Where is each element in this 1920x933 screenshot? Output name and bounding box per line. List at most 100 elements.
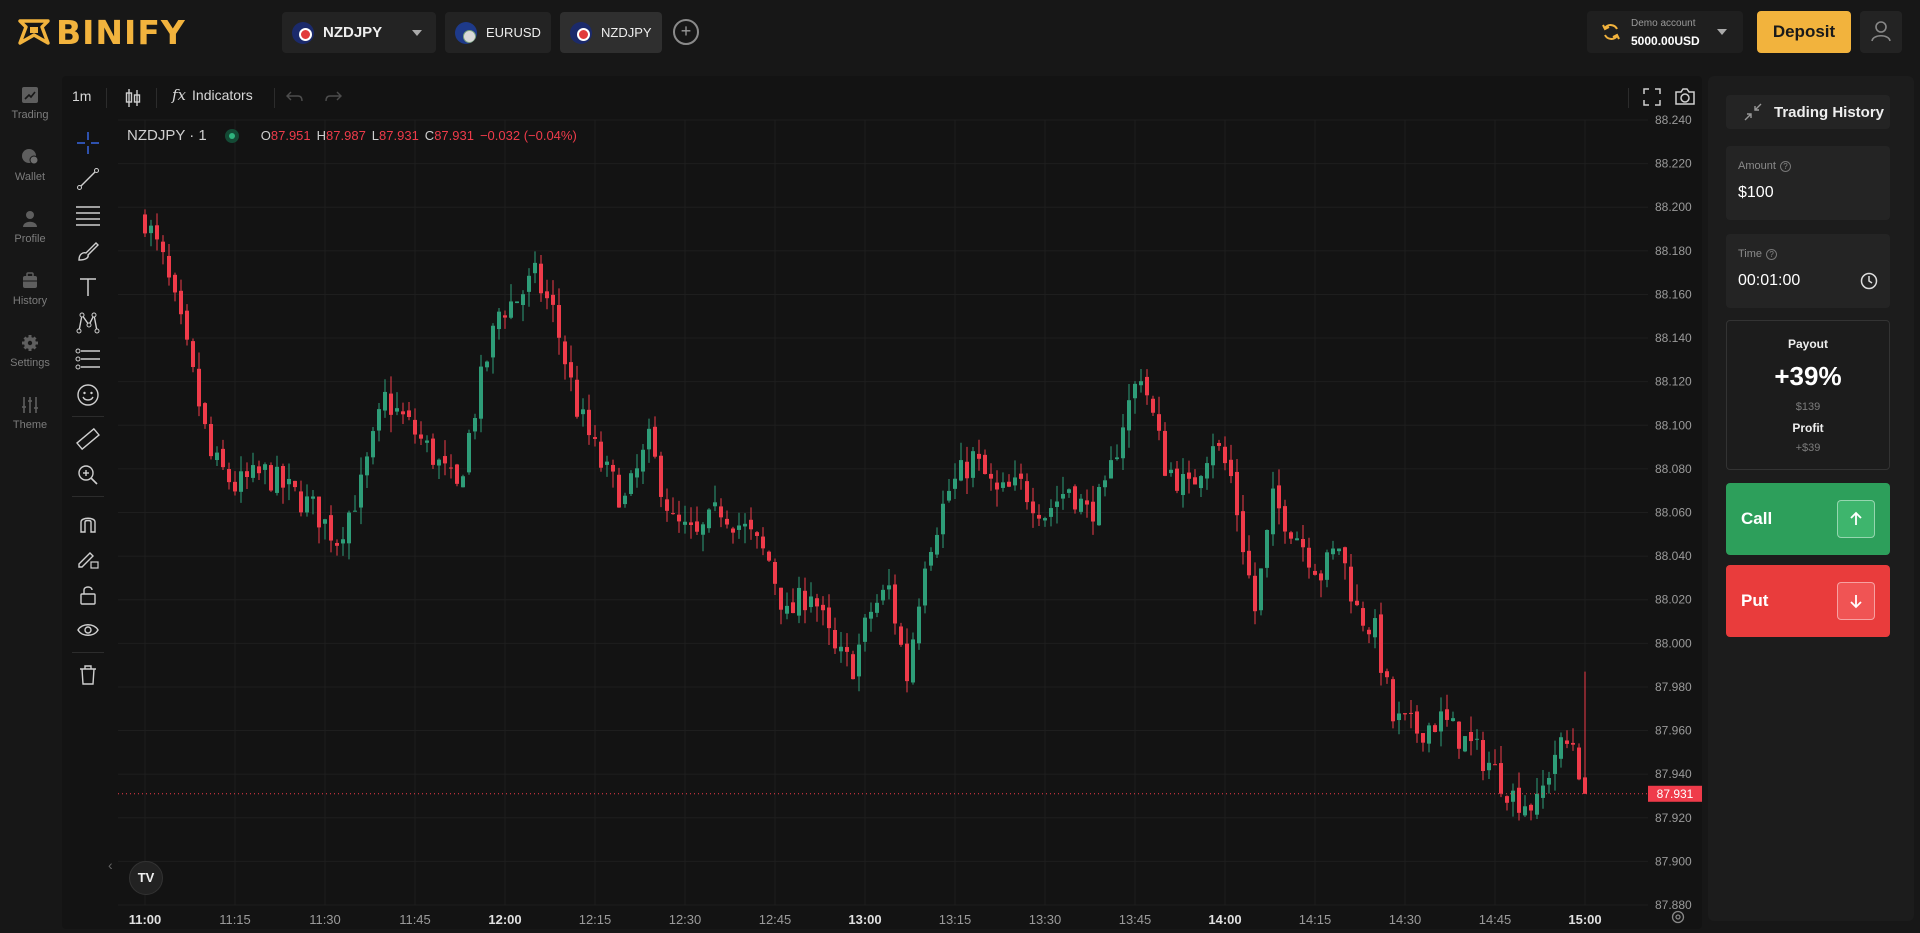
icon-tool[interactable]	[68, 380, 108, 410]
stay-in-drawing-tool[interactable]	[68, 544, 108, 574]
price-tick-label: 88.000	[1655, 636, 1692, 650]
clock-icon[interactable]	[1860, 272, 1878, 290]
asset-tab-eurusd[interactable]: EURUSD	[445, 12, 551, 53]
brush-tool[interactable]	[68, 236, 108, 266]
refresh-icon[interactable]	[1601, 22, 1621, 42]
candle-up	[911, 639, 915, 683]
put-button[interactable]: Put	[1726, 565, 1890, 637]
candle-up	[857, 644, 861, 677]
candle-down	[1145, 376, 1149, 396]
candle-down	[179, 290, 183, 315]
zoom-tool[interactable]	[68, 460, 108, 490]
time-tick-label: 11:15	[219, 912, 251, 927]
remove-drawings-tool[interactable]	[68, 660, 108, 690]
brand-logo[interactable]: BINIFY	[18, 12, 186, 52]
nz-flag-icon	[292, 21, 314, 44]
candle-up	[839, 646, 843, 652]
fullscreen-icon[interactable]	[1643, 88, 1661, 106]
candle-up	[581, 409, 585, 415]
crosshair-tool[interactable]	[68, 128, 108, 158]
timeframe-button[interactable]: 1m	[72, 88, 92, 104]
camera-icon[interactable]	[1674, 86, 1696, 106]
sidebar-item-wallet[interactable]: Wallet	[0, 148, 60, 200]
candle-down	[431, 438, 435, 465]
candle-down	[1019, 473, 1023, 479]
candle-down	[1445, 709, 1449, 720]
magnet-tool[interactable]	[68, 508, 108, 538]
user-menu-button[interactable]	[1860, 11, 1902, 53]
sidebar-item-theme[interactable]: Theme	[0, 396, 60, 448]
zoom-in-icon	[78, 465, 98, 485]
amount-value[interactable]: $100	[1738, 184, 1774, 201]
redo-icon[interactable]	[324, 88, 342, 104]
candle-up	[479, 366, 483, 419]
candle-down	[407, 410, 411, 417]
candle-down	[725, 518, 729, 525]
amount-label: Amount	[1738, 160, 1776, 172]
candle-down	[665, 499, 669, 511]
candle-up	[1259, 568, 1263, 611]
price-tick-label: 87.940	[1655, 767, 1692, 781]
candle-down	[389, 393, 393, 415]
candle-up	[1097, 487, 1101, 526]
trading-history-button[interactable]: Trading History	[1726, 95, 1890, 129]
account-selector[interactable]: Demo account 5000.00USD	[1587, 11, 1743, 53]
time-tick-label: 13:00	[848, 912, 881, 927]
candlestick-icon[interactable]	[124, 88, 142, 108]
price-tick-label: 87.960	[1655, 724, 1692, 738]
help-icon[interactable]: ?	[1766, 248, 1778, 260]
text-tool[interactable]	[68, 272, 108, 302]
time-field[interactable]: Time? 00:01:00	[1726, 234, 1890, 308]
tradingview-logo[interactable]: TV	[129, 861, 163, 895]
sidebar-item-settings[interactable]: Settings	[0, 334, 60, 386]
sidebar-item-history[interactable]: History	[0, 272, 60, 324]
lock-drawings-tool[interactable]	[68, 580, 108, 610]
candle-down	[1085, 500, 1089, 505]
fib-tool[interactable]	[68, 200, 108, 230]
chart-settings-icon[interactable]	[1670, 909, 1686, 925]
candle-down	[1433, 725, 1437, 732]
sidebar-item-trading[interactable]: Trading	[0, 86, 60, 138]
collapse-toolbar-button[interactable]: ‹	[108, 857, 113, 873]
prediction-tool[interactable]	[68, 344, 108, 374]
candle-up	[641, 449, 645, 472]
price-tick-label: 87.980	[1655, 680, 1692, 694]
candle-down	[851, 654, 855, 680]
undo-icon[interactable]	[286, 88, 304, 104]
amount-field[interactable]: Amount? $100	[1726, 146, 1890, 220]
change-value: −0.032 (−0.04%)	[479, 128, 577, 143]
indicators-button[interactable]: fx Indicators	[172, 86, 253, 104]
candle-down	[299, 491, 303, 513]
pattern-tool[interactable]	[68, 308, 108, 338]
candle-down	[1175, 468, 1179, 491]
deposit-button[interactable]: Deposit	[1757, 11, 1851, 53]
candle-up	[383, 391, 387, 411]
asset-tab-nzdjpy-active[interactable]: NZDJPY	[282, 12, 436, 53]
sidebar-item-profile[interactable]: Profile	[0, 210, 60, 262]
candle-up	[809, 596, 813, 608]
toolbar-divider	[156, 88, 157, 108]
hide-drawings-tool[interactable]	[68, 616, 108, 646]
help-icon[interactable]: ?	[1779, 160, 1791, 172]
candle-up	[929, 551, 933, 566]
time-tick-label: 12:30	[669, 912, 702, 927]
chevron-down-icon[interactable]	[412, 30, 422, 36]
asset-tab-nzdjpy[interactable]: NZDJPY	[560, 12, 662, 53]
candle-down	[1493, 764, 1497, 766]
candle-down	[413, 419, 417, 435]
call-button[interactable]: Call	[1726, 483, 1890, 555]
user-icon	[1871, 21, 1891, 42]
time-value[interactable]: 00:01:00	[1738, 272, 1801, 289]
candle-down	[1253, 575, 1257, 612]
trendline-tool[interactable]	[68, 164, 108, 194]
add-asset-tab-button[interactable]: +	[673, 19, 699, 45]
candle-up	[347, 512, 351, 544]
candle-up	[1049, 508, 1053, 517]
ruler-tool[interactable]	[68, 424, 108, 454]
price-tick-label: 88.160	[1655, 287, 1692, 301]
chevron-down-icon[interactable]	[1717, 29, 1727, 35]
candle-down	[161, 241, 165, 253]
candle-down	[1289, 532, 1293, 539]
candle-down	[1031, 501, 1035, 514]
